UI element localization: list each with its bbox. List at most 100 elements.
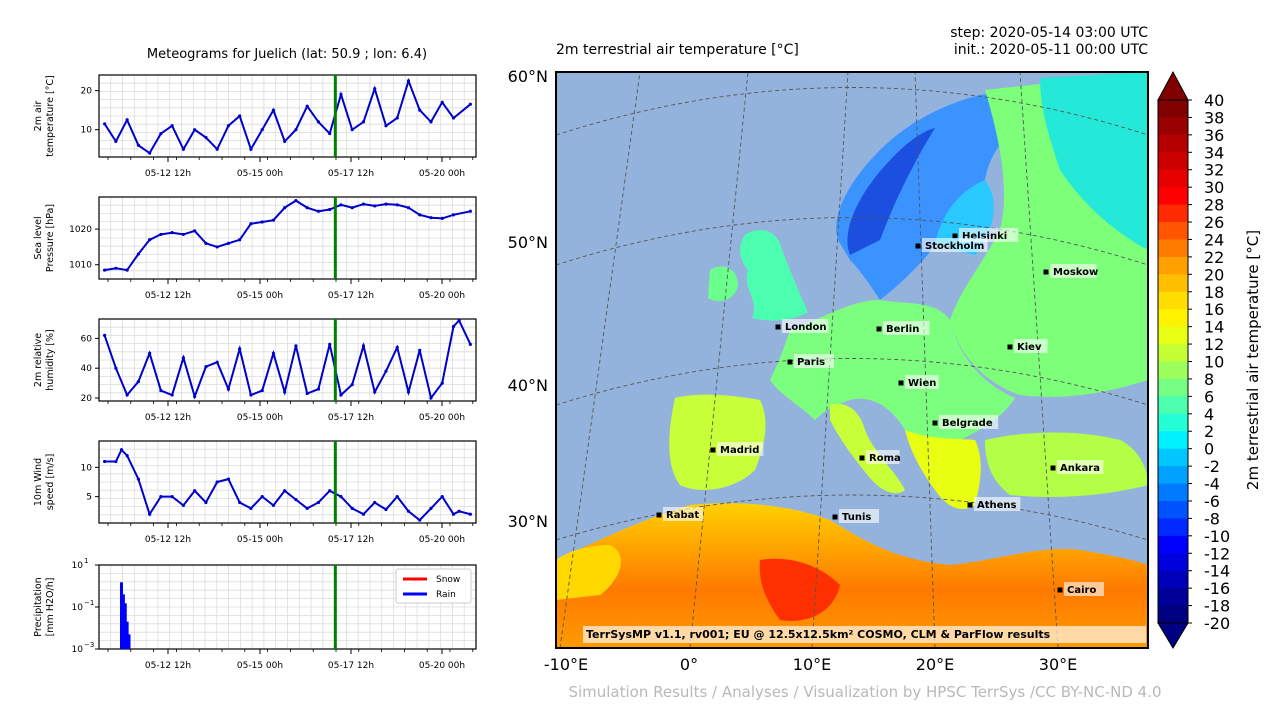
y-axis-label-line: temperature [°C] xyxy=(45,75,56,157)
y-tick-exponent: −1 xyxy=(84,599,94,607)
data-point xyxy=(103,122,107,126)
y-axis-label-temperature: 2m airtemperature [°C] xyxy=(33,75,56,157)
colorbar-segment xyxy=(1158,169,1188,188)
lat-label: 60°N xyxy=(508,67,548,86)
city-label-bg xyxy=(782,319,829,333)
data-point xyxy=(429,396,433,400)
colorbar-segment xyxy=(1158,326,1188,345)
data-point xyxy=(125,454,129,458)
colorbar-tick-label: -8 xyxy=(1204,509,1220,528)
data-point xyxy=(361,344,366,348)
city-dot xyxy=(656,512,662,518)
city-dot xyxy=(967,502,973,508)
y-tick-label: 1010 xyxy=(69,261,92,271)
data-point xyxy=(373,87,377,91)
data-point xyxy=(215,245,219,249)
city-label: Madrid xyxy=(720,445,759,456)
data-point xyxy=(136,252,140,256)
colorbar: 4038363432302826242220181614121086420-2-… xyxy=(1157,70,1230,649)
data-point xyxy=(294,497,298,502)
colorbar-segment xyxy=(1158,448,1188,467)
data-point xyxy=(418,213,422,217)
city-label-bg xyxy=(866,450,900,464)
x-tick-label: 05-17 12h xyxy=(328,291,374,301)
data-point xyxy=(215,480,219,484)
city-dot xyxy=(1043,269,1049,275)
data-point xyxy=(361,120,366,124)
y-axis-label-line: 2m air xyxy=(33,101,44,132)
colorbar-segment xyxy=(1158,466,1188,485)
data-point xyxy=(283,139,287,143)
colorbar-tick-label: 2 xyxy=(1204,422,1214,441)
data-point xyxy=(260,220,264,224)
data-point xyxy=(457,509,461,513)
y-axis-label-line: Sea level xyxy=(33,216,44,259)
data-point xyxy=(136,380,140,384)
x-tick-label: 05-20 00h xyxy=(419,413,465,423)
colorbar-segment xyxy=(1158,553,1188,572)
data-point xyxy=(451,213,456,217)
colorbar-segment xyxy=(1158,117,1188,136)
scandinavia xyxy=(836,94,1030,300)
city-label: Cairo xyxy=(1067,585,1096,596)
y-axis-label-line: Pressure [hPa] xyxy=(45,204,56,272)
data-point xyxy=(283,206,287,210)
x-tick-label: 05-15 00h xyxy=(237,413,283,423)
colorbar-tick-label: 10 xyxy=(1204,353,1224,372)
colorbar-tick-label: -10 xyxy=(1204,527,1230,546)
data-point xyxy=(159,232,163,237)
data-point xyxy=(181,147,186,151)
colorbar-tick-label: 34 xyxy=(1204,143,1224,162)
lat-label: 40°N xyxy=(508,376,548,395)
colorbar-segment xyxy=(1158,222,1188,241)
data-point xyxy=(136,143,140,147)
data-point xyxy=(361,202,366,206)
y-tick-label: 10 xyxy=(72,645,84,655)
colorbar-tick-label: -20 xyxy=(1204,614,1230,633)
legend-label: Snow xyxy=(436,575,460,585)
city-label-bg xyxy=(1050,264,1097,278)
city-dot xyxy=(787,359,793,365)
lat-label: 30°N xyxy=(508,512,548,531)
colorbar-tick-label: 30 xyxy=(1204,178,1224,197)
x-tick-label: 05-20 00h xyxy=(419,291,465,301)
lon-label: 30°E xyxy=(1039,655,1077,674)
data-point xyxy=(429,506,433,510)
data-point xyxy=(406,390,411,394)
city-berlin: Berlin xyxy=(876,321,930,335)
data-point xyxy=(440,100,444,104)
colorbar-segment xyxy=(1158,100,1188,119)
y-tick-label: 10 xyxy=(72,561,84,571)
city-label-bg xyxy=(905,375,939,389)
y-axis-label-pressure: Sea levelPressure [hPa] xyxy=(33,204,56,272)
colorbar-segment xyxy=(1158,187,1188,206)
series-line-humidity xyxy=(103,318,472,401)
balkans xyxy=(905,430,981,510)
city-label: Rabat xyxy=(666,510,699,521)
city-moskow: Moskow xyxy=(1043,264,1098,278)
city-label: Stockholm xyxy=(925,241,984,252)
data-point xyxy=(249,506,253,510)
data-point xyxy=(260,495,264,499)
data-point xyxy=(249,147,253,151)
colorbar-segment xyxy=(1158,535,1188,554)
data-point xyxy=(305,506,309,510)
city-label: Moskow xyxy=(1053,267,1098,278)
city-dot xyxy=(932,420,938,426)
data-point xyxy=(148,151,152,155)
y-axis-label-precipitation: Precipitation[mm H2O/h] xyxy=(33,577,56,636)
city-dot xyxy=(710,447,716,453)
data-point xyxy=(181,356,186,360)
city-label-bg xyxy=(717,442,764,456)
city-label-bg xyxy=(1014,339,1048,353)
y-axis-label-wind: 10m Windspeed [m/s] xyxy=(33,454,56,511)
city-label-bg xyxy=(1057,460,1104,474)
data-point xyxy=(159,131,163,136)
colorbar-tick-label: 4 xyxy=(1204,405,1214,424)
city-label-bg xyxy=(794,354,834,368)
data-point xyxy=(226,124,231,128)
data-point xyxy=(170,124,174,128)
